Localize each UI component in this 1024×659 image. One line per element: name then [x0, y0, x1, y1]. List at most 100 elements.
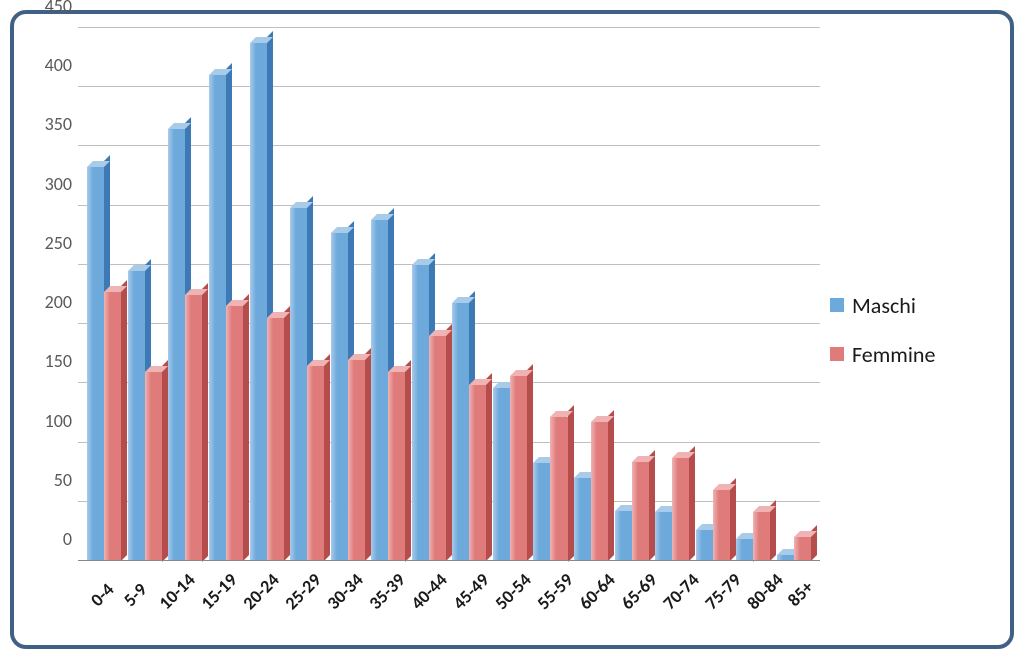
bar-maschi	[696, 530, 713, 561]
legend: Maschi Femmine	[830, 292, 990, 368]
bar-front-face	[696, 530, 713, 561]
bar-side-face	[568, 405, 574, 562]
bar-femmine	[510, 376, 527, 561]
bar-front-face	[371, 220, 388, 561]
bar-femmine	[753, 512, 770, 561]
bar-front-face	[226, 306, 243, 561]
bar-group	[449, 28, 490, 561]
bar-front-face	[348, 360, 365, 561]
legend-swatch-icon	[830, 298, 844, 312]
bar-front-face	[794, 537, 811, 561]
bar-side-face	[162, 360, 168, 562]
bar-front-face	[145, 372, 162, 562]
plot-area	[78, 28, 820, 561]
bar-femmine	[632, 462, 649, 561]
bar-side-face	[324, 354, 330, 561]
bar-femmine	[145, 372, 162, 562]
x-axis: 0-45-910-1415-1920-2425-2930-3435-3940-4…	[28, 561, 820, 631]
bar-femmine	[104, 292, 121, 561]
bar-group	[246, 28, 287, 561]
bar-front-face	[307, 366, 324, 561]
y-tick-label: 300	[45, 173, 72, 195]
bar-maschi	[209, 75, 226, 561]
bar-group	[125, 28, 166, 561]
bar-side-face	[284, 306, 290, 561]
legend-label: Maschi	[852, 292, 916, 319]
bars-container	[78, 28, 820, 561]
bar-front-face	[510, 376, 527, 561]
bar-maschi	[371, 220, 388, 561]
bar-front-face	[469, 385, 486, 561]
bar-side-face	[243, 294, 249, 561]
bar-femmine	[794, 537, 811, 561]
bar-femmine	[591, 422, 608, 561]
bar-front-face	[591, 422, 608, 561]
legend-item: Maschi	[830, 292, 990, 319]
bar-group	[611, 28, 652, 561]
bar-maschi	[128, 271, 145, 561]
bar-front-face	[550, 417, 567, 562]
bar-femmine	[713, 490, 730, 561]
chart-outer: 050100150200250300350400450 0-45-910-141…	[0, 0, 1024, 659]
bar-group	[530, 28, 571, 561]
legend-item: Femmine	[830, 341, 990, 368]
bar-front-face	[87, 167, 104, 561]
bar-maschi	[615, 511, 632, 561]
bar-side-face	[649, 450, 655, 561]
bar-femmine	[185, 295, 202, 562]
y-tick-label: 450	[45, 0, 72, 17]
bar-maschi	[290, 208, 307, 561]
bar-side-face	[608, 410, 614, 561]
bar-front-face	[168, 129, 185, 561]
bar-maschi	[452, 303, 469, 561]
bar-side-face	[689, 446, 695, 561]
bar-femmine	[267, 318, 284, 561]
y-tick-label: 350	[45, 113, 72, 135]
bar-femmine	[550, 417, 567, 562]
bar-group	[774, 28, 815, 561]
bar-side-face	[405, 360, 411, 562]
chart-area: 050100150200250300350400450 0-45-910-141…	[28, 28, 820, 631]
bar-front-face	[267, 318, 284, 561]
bar-front-face	[533, 463, 550, 561]
bar-group	[692, 28, 733, 561]
bar-maschi	[331, 233, 348, 561]
bar-femmine	[307, 366, 324, 561]
bar-maschi	[533, 463, 550, 561]
legend-label: Femmine	[852, 341, 935, 368]
bar-group	[165, 28, 206, 561]
bar-group	[409, 28, 450, 561]
bar-maschi	[87, 167, 104, 561]
bar-front-face	[412, 265, 429, 561]
x-axis-spacer	[28, 561, 78, 631]
bar-front-face	[655, 512, 672, 561]
bar-front-face	[713, 490, 730, 561]
bar-group	[652, 28, 693, 561]
plot-row: 050100150200250300350400450	[28, 28, 820, 561]
x-labels: 0-45-910-1415-1920-2425-2930-3435-3940-4…	[78, 561, 820, 631]
bar-front-face	[615, 511, 632, 561]
bar-front-face	[388, 372, 405, 562]
y-tick-label: 150	[45, 350, 72, 372]
y-axis: 050100150200250300350400450	[28, 28, 78, 561]
bar-front-face	[736, 539, 753, 562]
legend-swatch-icon	[830, 347, 844, 361]
bar-side-face	[446, 324, 452, 561]
x-axis-line	[78, 560, 820, 561]
bar-front-face	[632, 462, 649, 561]
bar-front-face	[128, 271, 145, 561]
bar-femmine	[469, 385, 486, 561]
bar-front-face	[104, 292, 121, 561]
bar-maschi	[412, 265, 429, 561]
bar-front-face	[290, 208, 307, 561]
bar-femmine	[672, 458, 689, 561]
bar-side-face	[730, 478, 736, 561]
bar-front-face	[753, 512, 770, 561]
bar-front-face	[452, 303, 469, 561]
bar-side-face	[365, 348, 371, 561]
bar-group	[571, 28, 612, 561]
bar-group	[84, 28, 125, 561]
bar-front-face	[429, 336, 446, 561]
bar-side-face	[486, 373, 492, 561]
y-tick-label: 400	[45, 54, 72, 76]
